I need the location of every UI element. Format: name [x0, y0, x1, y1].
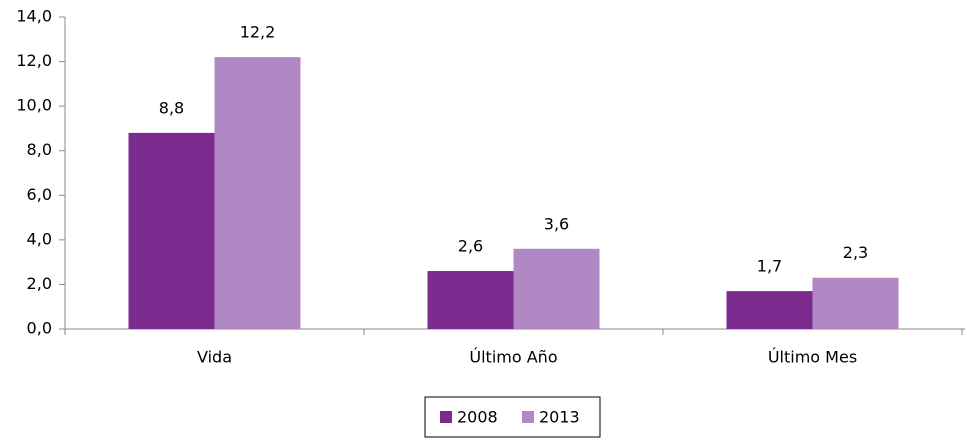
data-label: 8,8: [159, 98, 184, 117]
x-tick-label: Último Año: [469, 348, 557, 367]
bar: [513, 248, 600, 329]
bar: [128, 132, 215, 329]
y-tick-label: 10,0: [16, 96, 52, 115]
y-tick-label: 0,0: [27, 319, 52, 338]
legend-swatch: [522, 411, 534, 423]
bar: [812, 277, 899, 329]
legend-swatch: [440, 411, 452, 423]
y-tick-label: 2,0: [27, 274, 52, 293]
y-tick-label: 14,0: [16, 7, 52, 26]
data-label: 12,2: [240, 23, 276, 42]
legend-box: [424, 396, 601, 438]
data-label: 3,6: [544, 214, 569, 233]
legend-label: 2008: [457, 408, 498, 427]
data-label: 1,7: [757, 257, 782, 276]
legend-label: 2013: [539, 408, 580, 427]
bar: [214, 57, 301, 329]
x-tick-label: Vida: [197, 348, 232, 367]
bar: [726, 291, 813, 329]
x-tick-label: Último Mes: [768, 348, 857, 367]
bar: [427, 271, 514, 329]
y-tick-label: 8,0: [27, 140, 52, 159]
y-tick-label: 12,0: [16, 51, 52, 70]
data-label: 2,3: [843, 243, 868, 262]
y-tick-label: 4,0: [27, 229, 52, 248]
y-tick-label: 6,0: [27, 185, 52, 204]
data-label: 2,6: [458, 237, 483, 256]
